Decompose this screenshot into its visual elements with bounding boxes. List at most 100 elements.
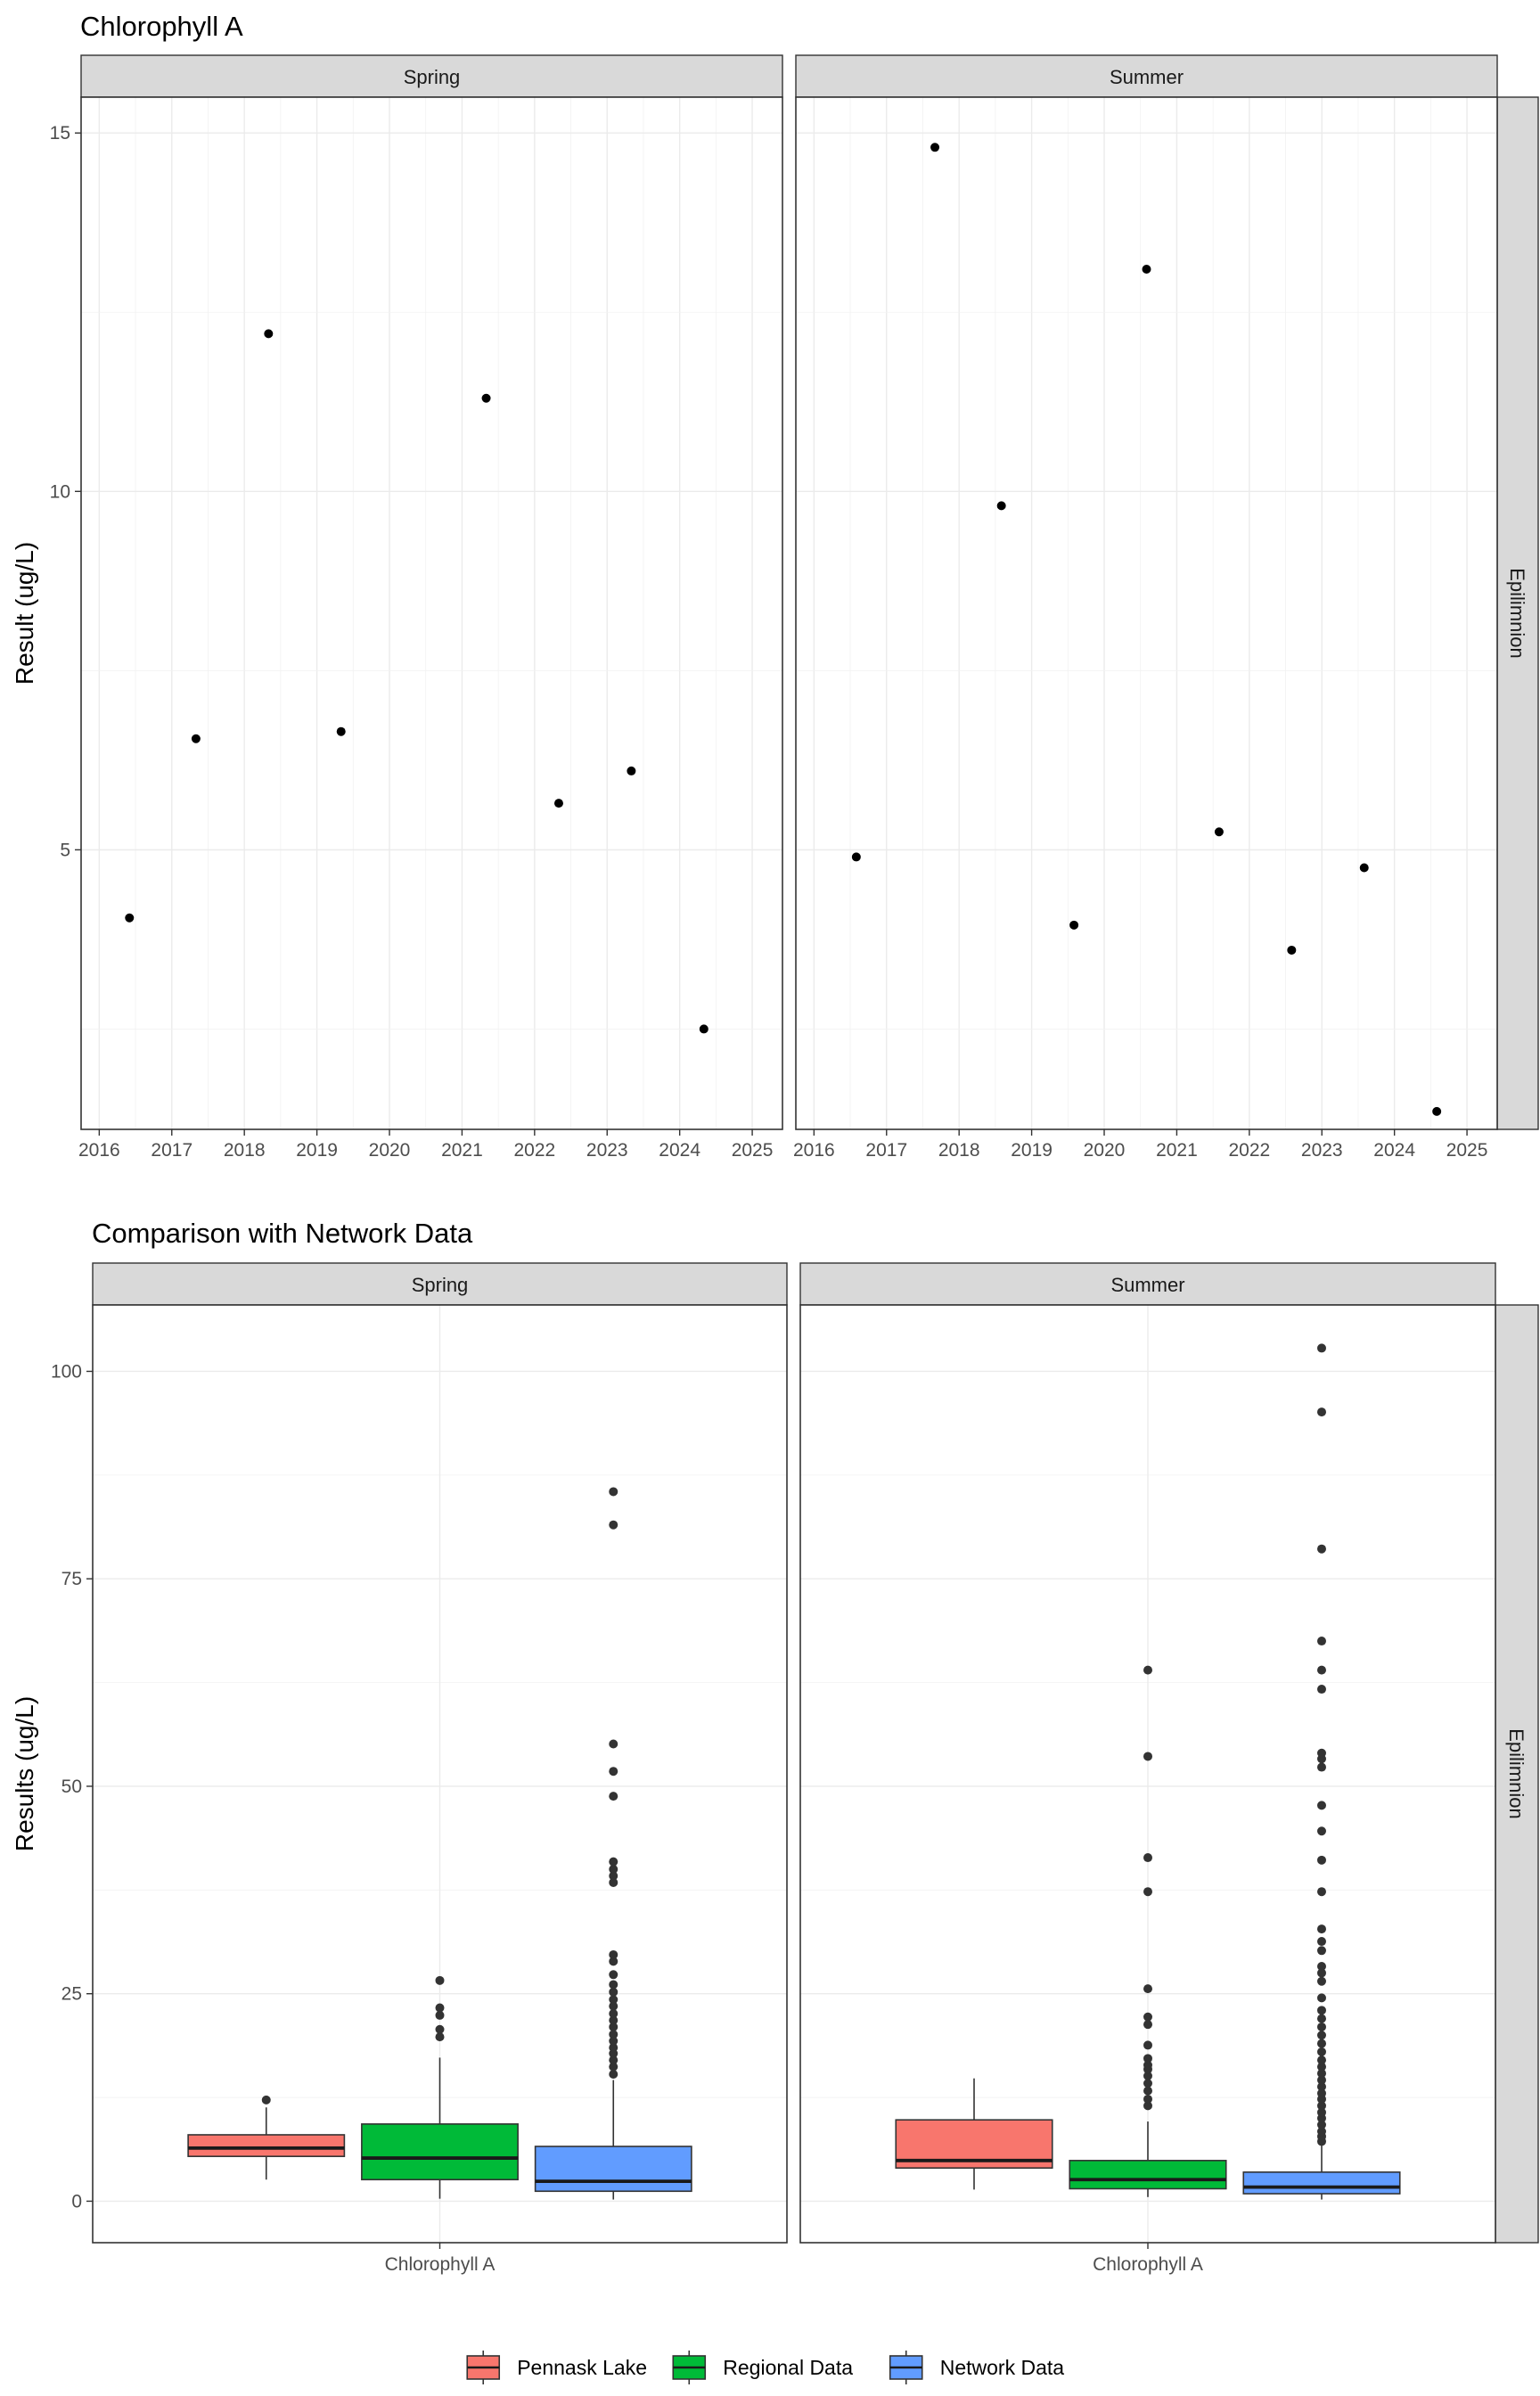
data-point	[699, 1024, 709, 1034]
x-tick-label: 2019	[1011, 1140, 1053, 1161]
legend-label: Pennask Lake	[517, 2356, 647, 2379]
outlier-point	[1143, 2012, 1152, 2022]
outlier-point	[1143, 1984, 1152, 1994]
outlier-point	[609, 1987, 618, 1997]
outlier-point	[609, 2062, 618, 2072]
data-point	[1142, 265, 1151, 274]
outlier-point	[1317, 2107, 1326, 2117]
chart2-strip-spring-label: Spring	[412, 1274, 469, 1296]
data-point	[627, 766, 636, 775]
outlier-point	[1317, 1637, 1326, 1646]
box-body	[1069, 2160, 1227, 2190]
outlier-point	[1317, 1937, 1326, 1947]
outlier-point	[609, 1865, 618, 1875]
chart1-panel-spring-points	[125, 329, 709, 1034]
legend-item-pennask-lake: Pennask Lake	[466, 2351, 647, 2384]
x-tick-label: Chlorophyll A	[385, 2254, 496, 2275]
outlier-point	[609, 1957, 618, 1966]
outlier-point	[1317, 2014, 1326, 2023]
chart2-y-axis-title: Results (ug/L)	[11, 1696, 38, 1851]
outlier-point	[1317, 1665, 1326, 1675]
x-tick-label: 2024	[659, 1140, 700, 1161]
box-network-data	[534, 1487, 692, 2200]
outlier-point	[1317, 1887, 1326, 1897]
outlier-point	[609, 1520, 618, 1530]
box-pennask-lake	[895, 2078, 1053, 2190]
outlier-point	[1317, 1968, 1326, 1978]
y-tick-label: 50	[61, 1776, 82, 1797]
outlier-point	[609, 2030, 618, 2039]
outlier-point	[1317, 1826, 1326, 1836]
chart1-title: Chlorophyll A	[80, 11, 243, 42]
outlier-point	[1317, 2088, 1326, 2098]
legend-label: Network Data	[940, 2356, 1065, 2379]
x-tick-label: Chlorophyll A	[1093, 2254, 1203, 2275]
x-tick-label: 2020	[1084, 1140, 1126, 1161]
box-body	[361, 2123, 519, 2181]
x-tick-label: 2022	[513, 1140, 555, 1161]
outlier-point	[435, 2024, 445, 2034]
x-tick-label: 2025	[732, 1140, 774, 1161]
outlier-point	[1317, 2127, 1326, 2137]
chart2-panel-summer	[799, 1304, 1496, 2244]
box-regional-data	[361, 1975, 519, 2199]
outlier-point	[1317, 2031, 1326, 2040]
outlier-point	[1317, 2101, 1326, 2111]
box-pennask-lake	[187, 2095, 346, 2180]
outlier-point	[1317, 2006, 1326, 2015]
x-tick-label: 2023	[1301, 1140, 1343, 1161]
outlier-point	[435, 2003, 445, 2013]
outlier-point	[1317, 2047, 1326, 2056]
outlier-point	[609, 2022, 618, 2031]
y-tick-label: 0	[71, 2191, 82, 2211]
outlier-point	[435, 1975, 445, 1985]
chart2-panel-spring-grid	[93, 1305, 787, 2243]
outlier-point	[609, 2009, 618, 2019]
chart2-strip-row-label: Epilimnion	[1505, 1728, 1528, 1819]
x-tick-label: 2018	[224, 1140, 266, 1161]
data-point	[1359, 863, 1369, 873]
outlier-point	[1143, 1752, 1152, 1761]
chart2-axes: Chlorophyll A Chlorophyll A 0 25 50 75 100	[51, 1361, 1203, 2275]
data-point	[930, 143, 940, 152]
outlier-point	[1317, 2069, 1326, 2079]
x-tick-label: 2022	[1228, 1140, 1270, 1161]
outlier-point	[609, 2070, 618, 2080]
outlier-point	[1317, 1685, 1326, 1694]
chart1-panel-summer	[795, 96, 1498, 1130]
outlier-point	[609, 2015, 618, 2025]
outlier-point	[609, 1767, 618, 1776]
x-tick-label: 2017	[865, 1140, 907, 1161]
chart1-panel-summer-bg	[796, 97, 1497, 1129]
outlier-point	[1317, 1801, 1326, 1810]
chart1-axes: 2016 2017 2018 2019 2020 2021 2022 2023 2024 2025…	[50, 123, 1488, 1161]
chart1-panel-summer-border	[795, 96, 1498, 1130]
chart2-strip-spring	[92, 1262, 788, 1306]
outlier-point	[1317, 2055, 1326, 2065]
outlier-point	[1317, 2120, 1326, 2129]
box-body	[187, 2134, 346, 2157]
y-tick-label: 5	[60, 840, 70, 860]
outlier-point	[1143, 1887, 1152, 1897]
x-tick-label: 2017	[151, 1140, 192, 1161]
legend-item-regional-data: Regional Data	[672, 2351, 853, 2384]
data-point	[191, 734, 201, 743]
outlier-point	[609, 1949, 618, 1959]
outlier-point	[1143, 1665, 1152, 1675]
outlier-point	[609, 1871, 618, 1881]
box-regional-data	[1069, 1665, 1227, 2197]
x-tick-label: 2018	[938, 1140, 980, 1161]
outlier-point	[1317, 1544, 1326, 1554]
chart1-panel-summer-points	[851, 143, 1442, 1116]
outlier-point	[609, 1792, 618, 1801]
chart1-strip-row	[1496, 96, 1539, 1130]
x-tick-label: 2016	[793, 1140, 835, 1161]
outlier-point	[609, 1980, 618, 1990]
outlier-point	[261, 2095, 271, 2105]
data-point	[996, 501, 1006, 511]
outlier-point	[435, 2032, 445, 2042]
chart2-strip-summer-label: Summer	[1110, 1274, 1184, 1296]
outlier-point	[1317, 1855, 1326, 1865]
chart2-panel-summer-boxes	[895, 1343, 1401, 2200]
chart1-strip-spring	[80, 54, 783, 98]
